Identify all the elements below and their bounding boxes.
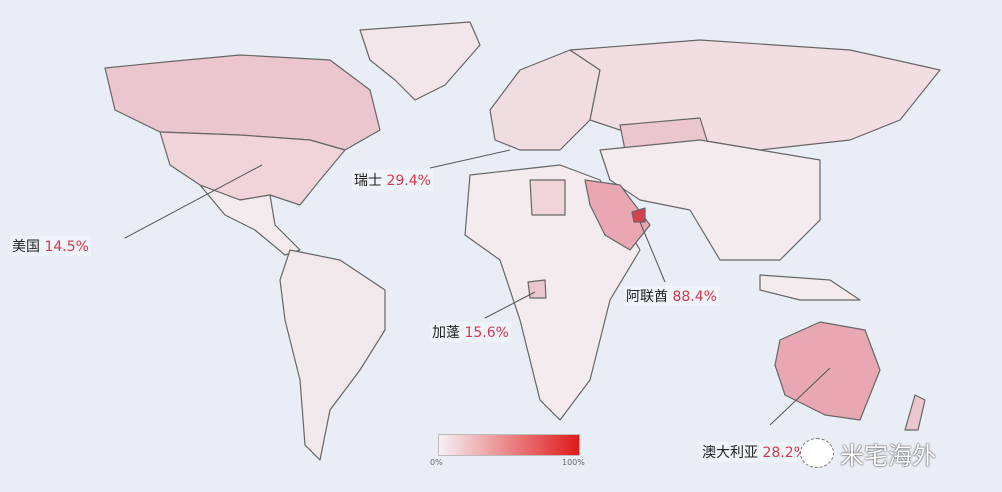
country-value: 14.5% — [44, 239, 89, 255]
country-value: 29.4% — [386, 173, 431, 189]
label-switzerland: 瑞士 29.4% — [352, 170, 433, 190]
color-scale-legend — [438, 434, 580, 456]
watermark: 米宅海外 — [840, 442, 936, 470]
country-name: 澳大利亚 — [702, 445, 758, 461]
legend-max: 100% — [562, 458, 585, 467]
arabia — [584, 179, 651, 251]
uae — [631, 207, 646, 223]
leader-australia — [769, 367, 831, 426]
asia-south — [599, 139, 821, 261]
wechat-logo-icon — [800, 438, 834, 468]
country-name: 阿联酋 — [626, 289, 668, 305]
country-name: 加蓬 — [432, 325, 460, 341]
label-usa: 美国 14.5% — [10, 236, 91, 256]
label-uae: 阿联酋 88.4% — [624, 286, 719, 306]
country-value: 15.6% — [464, 325, 509, 341]
greenland — [359, 21, 481, 101]
country-value: 88.4% — [672, 289, 717, 305]
leader-switzerland — [429, 149, 511, 169]
canada — [104, 54, 381, 151]
leader-usa — [124, 164, 263, 239]
europe — [489, 49, 601, 151]
leader-uae — [639, 221, 666, 283]
leader-gabon — [484, 291, 536, 319]
south-america — [279, 249, 386, 461]
new-zealand — [904, 394, 926, 431]
label-australia: 澳大利亚 28.2% — [700, 442, 809, 462]
country-value: 28.2% — [762, 445, 807, 461]
libya — [529, 179, 566, 216]
gabon — [527, 279, 547, 299]
usa — [159, 131, 346, 206]
country-name: 瑞士 — [354, 173, 382, 189]
country-name: 美国 — [12, 239, 40, 255]
africa — [464, 164, 641, 421]
indonesia — [759, 274, 861, 301]
mexico-central-america — [199, 184, 301, 256]
label-gabon: 加蓬 15.6% — [430, 322, 511, 342]
legend-min: 0% — [430, 458, 443, 467]
